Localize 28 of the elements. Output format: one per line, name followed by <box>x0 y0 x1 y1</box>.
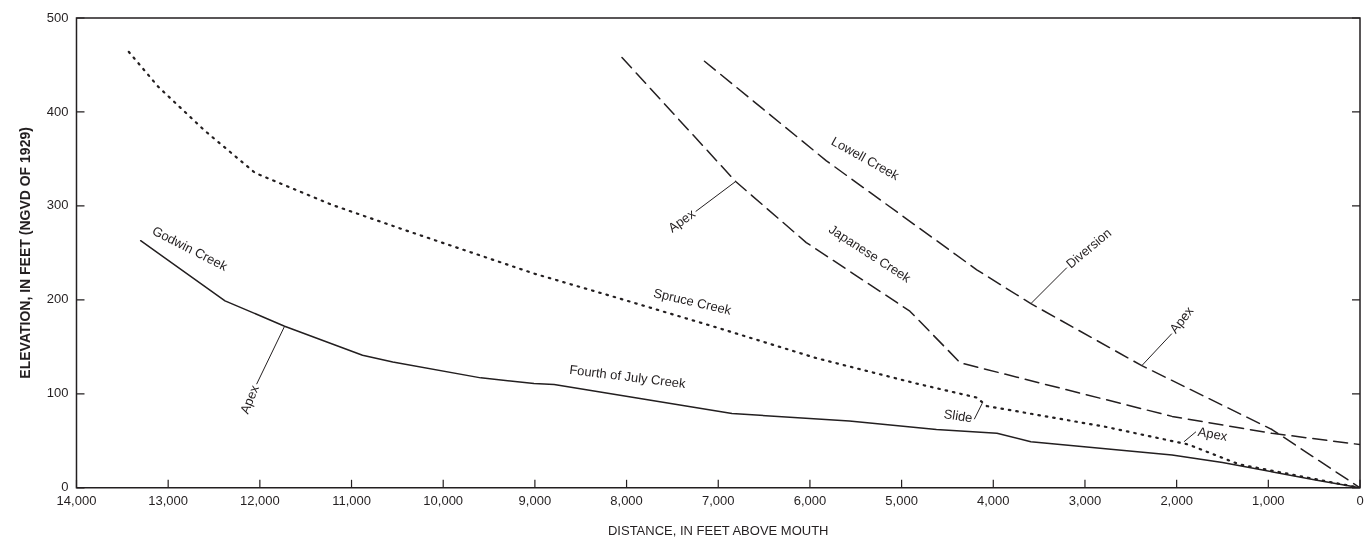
annotation: Apex <box>236 382 263 416</box>
y-tick-label: 200 <box>46 291 69 307</box>
annotation: Spruce Creek <box>652 285 734 318</box>
annotation: Slide <box>942 406 974 426</box>
y-tick-label: 100 <box>46 385 69 401</box>
x-tick-label: 14,000 <box>56 493 97 509</box>
x-tick-label: 11,000 <box>332 493 371 509</box>
x-tick-label: 10,000 <box>423 493 464 509</box>
x-tick-label: 2,000 <box>1160 493 1193 509</box>
x-tick-label: 0 <box>1356 493 1364 509</box>
x-tick-label: 3,000 <box>1068 493 1102 509</box>
x-tick-label: 4,000 <box>977 493 1010 509</box>
y-tick-label: 500 <box>46 9 69 25</box>
annotation: Fourth of July Creek <box>568 361 687 392</box>
annotation: Apex <box>1196 423 1230 444</box>
x-tick-label: 1,000 <box>1252 493 1285 509</box>
y-tick-label: 0 <box>61 479 69 495</box>
x-tick-label: 6,000 <box>793 493 827 509</box>
x-tick-label: 7,000 <box>701 493 735 509</box>
x-tick-label: 8,000 <box>610 493 643 509</box>
x-tick-label: 5,000 <box>885 493 918 509</box>
y-axis-title: ELEVATION, IN FEET (NGVD OF 1929) <box>17 127 34 379</box>
x-axis-title: DISTANCE, IN FEET ABOVE MOUTH <box>607 522 829 538</box>
y-tick-label: 400 <box>46 103 69 119</box>
x-tick-label: 12,000 <box>239 493 280 509</box>
x-tick-label: 9,000 <box>518 493 552 509</box>
x-tick-label: 13,000 <box>148 493 189 509</box>
y-tick-label: 300 <box>46 197 69 213</box>
